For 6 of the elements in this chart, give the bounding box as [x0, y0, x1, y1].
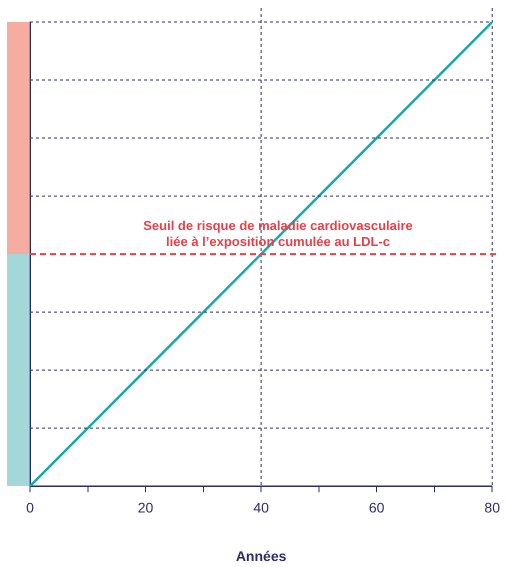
x-axis-title: Années	[236, 548, 287, 564]
x-tick-label: 20	[138, 499, 154, 516]
x-tick-label: 0	[26, 499, 34, 516]
x-tick-label: 40	[253, 499, 270, 516]
x-tick-label: 80	[484, 499, 500, 516]
x-tick-label: 60	[368, 499, 385, 516]
